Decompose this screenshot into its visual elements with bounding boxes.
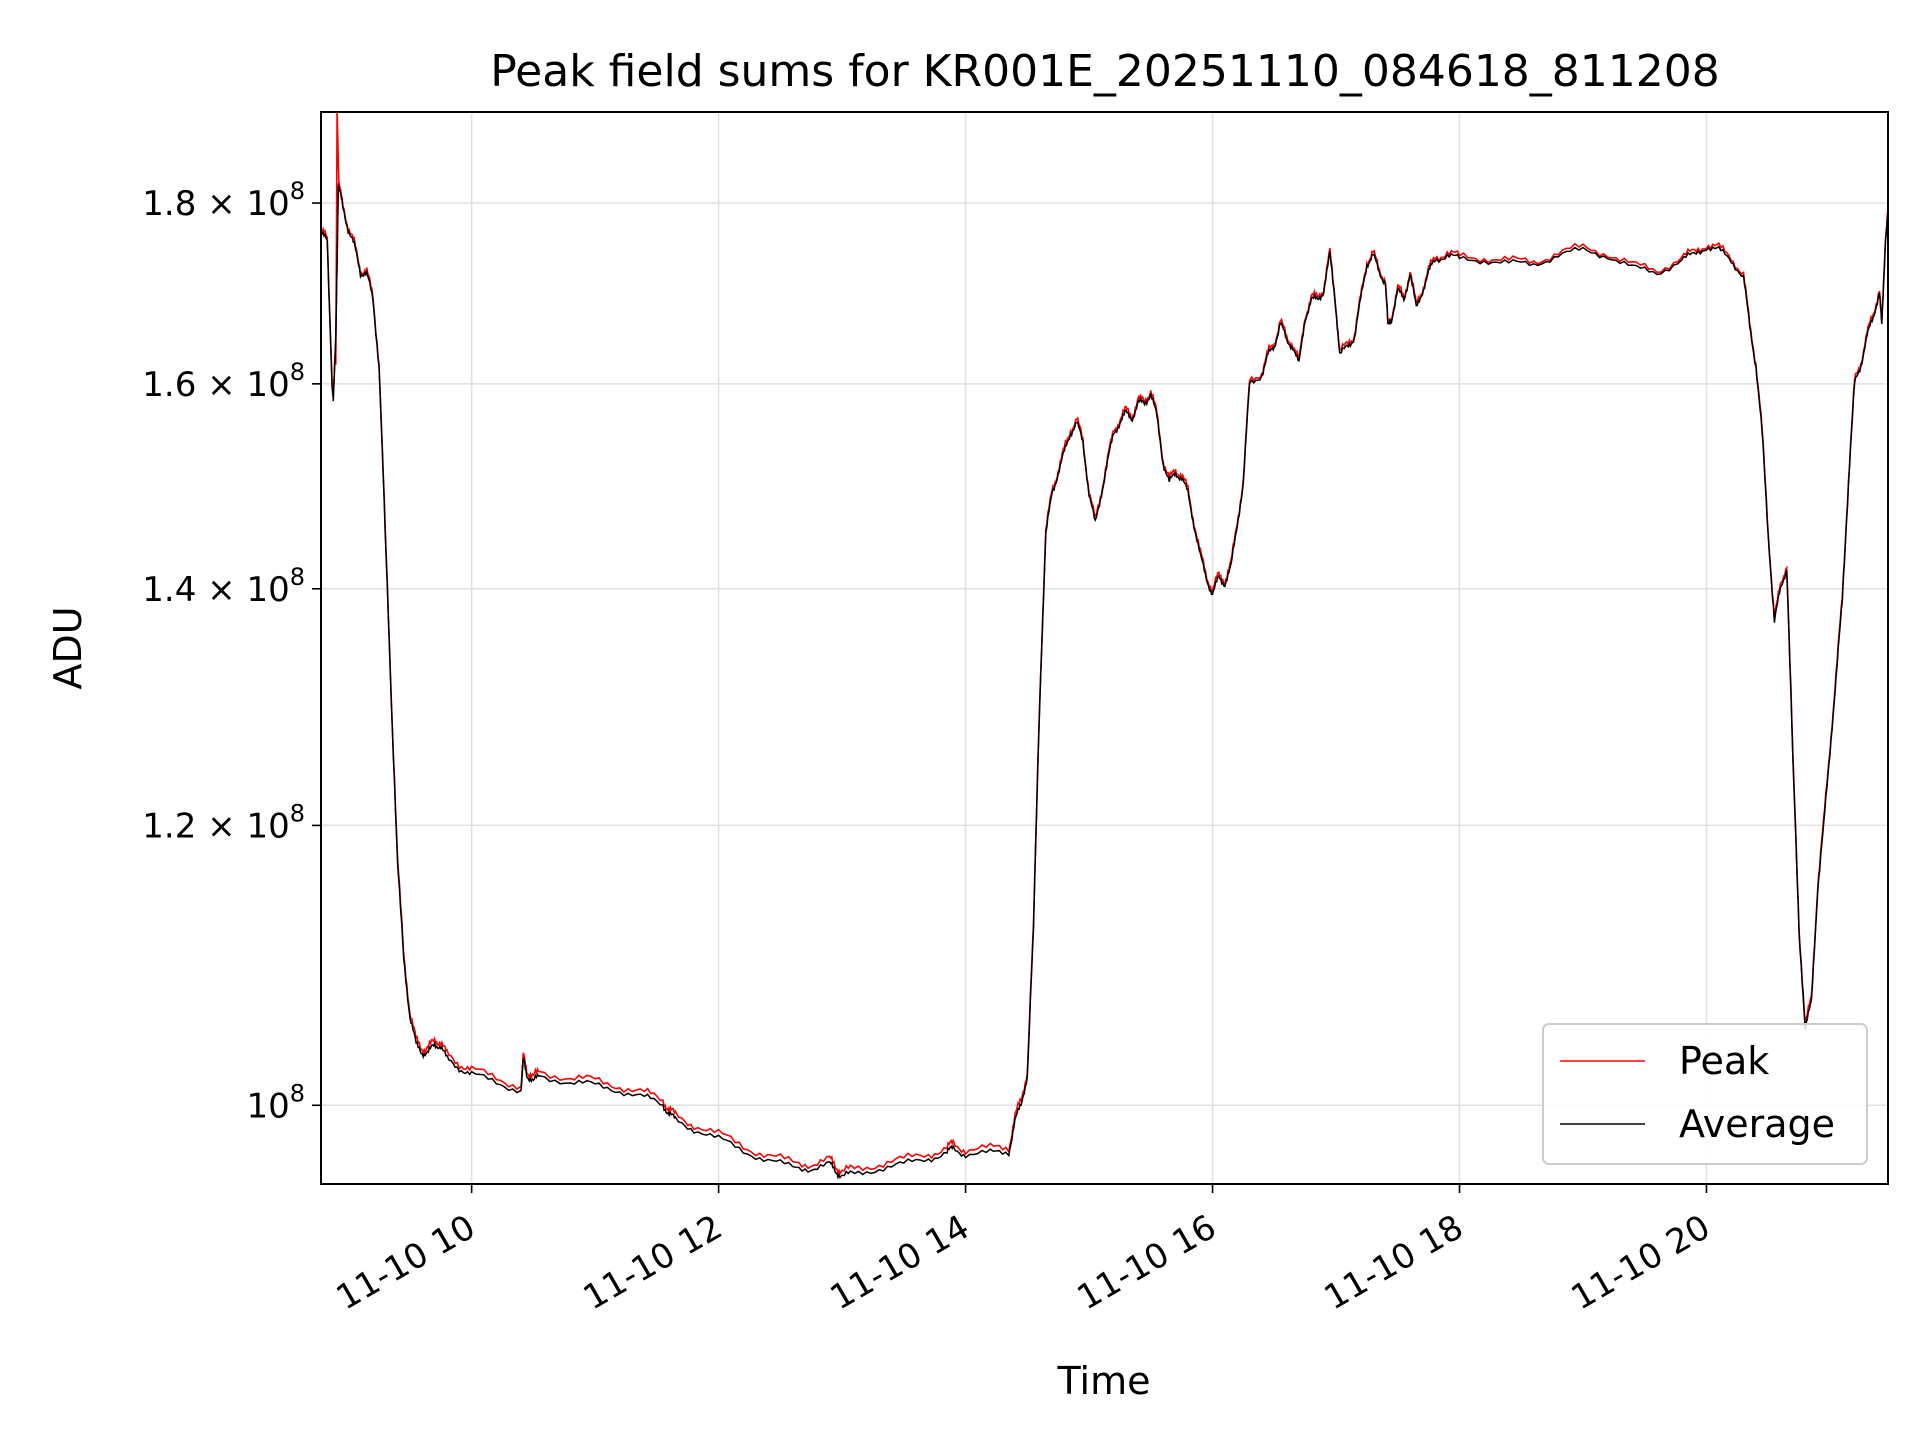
- y-tick-exponent: 8: [290, 563, 305, 591]
- x-axis-label: Time: [1057, 1359, 1151, 1403]
- chart-title: Peak field sums for KR001E_20251110_0846…: [490, 46, 1720, 97]
- y-tick-label: 1.2 × 108: [142, 799, 305, 846]
- y-tick-exponent: 8: [290, 1079, 305, 1107]
- legend-box: [1542, 1023, 1868, 1165]
- y-tick-label: 1.4 × 108: [142, 563, 305, 610]
- grid: [321, 112, 1888, 1184]
- y-tick-label: 1.6 × 108: [142, 358, 305, 405]
- y-axis-label: ADU: [46, 606, 90, 689]
- series-line-average: [321, 183, 1888, 1180]
- y-tick-exponent: 8: [290, 799, 305, 827]
- y-tick-exponent: 8: [290, 358, 305, 386]
- legend-label-peak: Peak: [1679, 1039, 1769, 1083]
- y-tick-label: 1.8 × 108: [142, 177, 305, 224]
- plot-frame: [320, 111, 1889, 1185]
- y-tick-exponent: 8: [290, 177, 305, 205]
- legend: Peak Average: [1542, 1023, 1868, 1165]
- series-layer: [321, 112, 1888, 1180]
- legend-label-average: Average: [1679, 1102, 1835, 1146]
